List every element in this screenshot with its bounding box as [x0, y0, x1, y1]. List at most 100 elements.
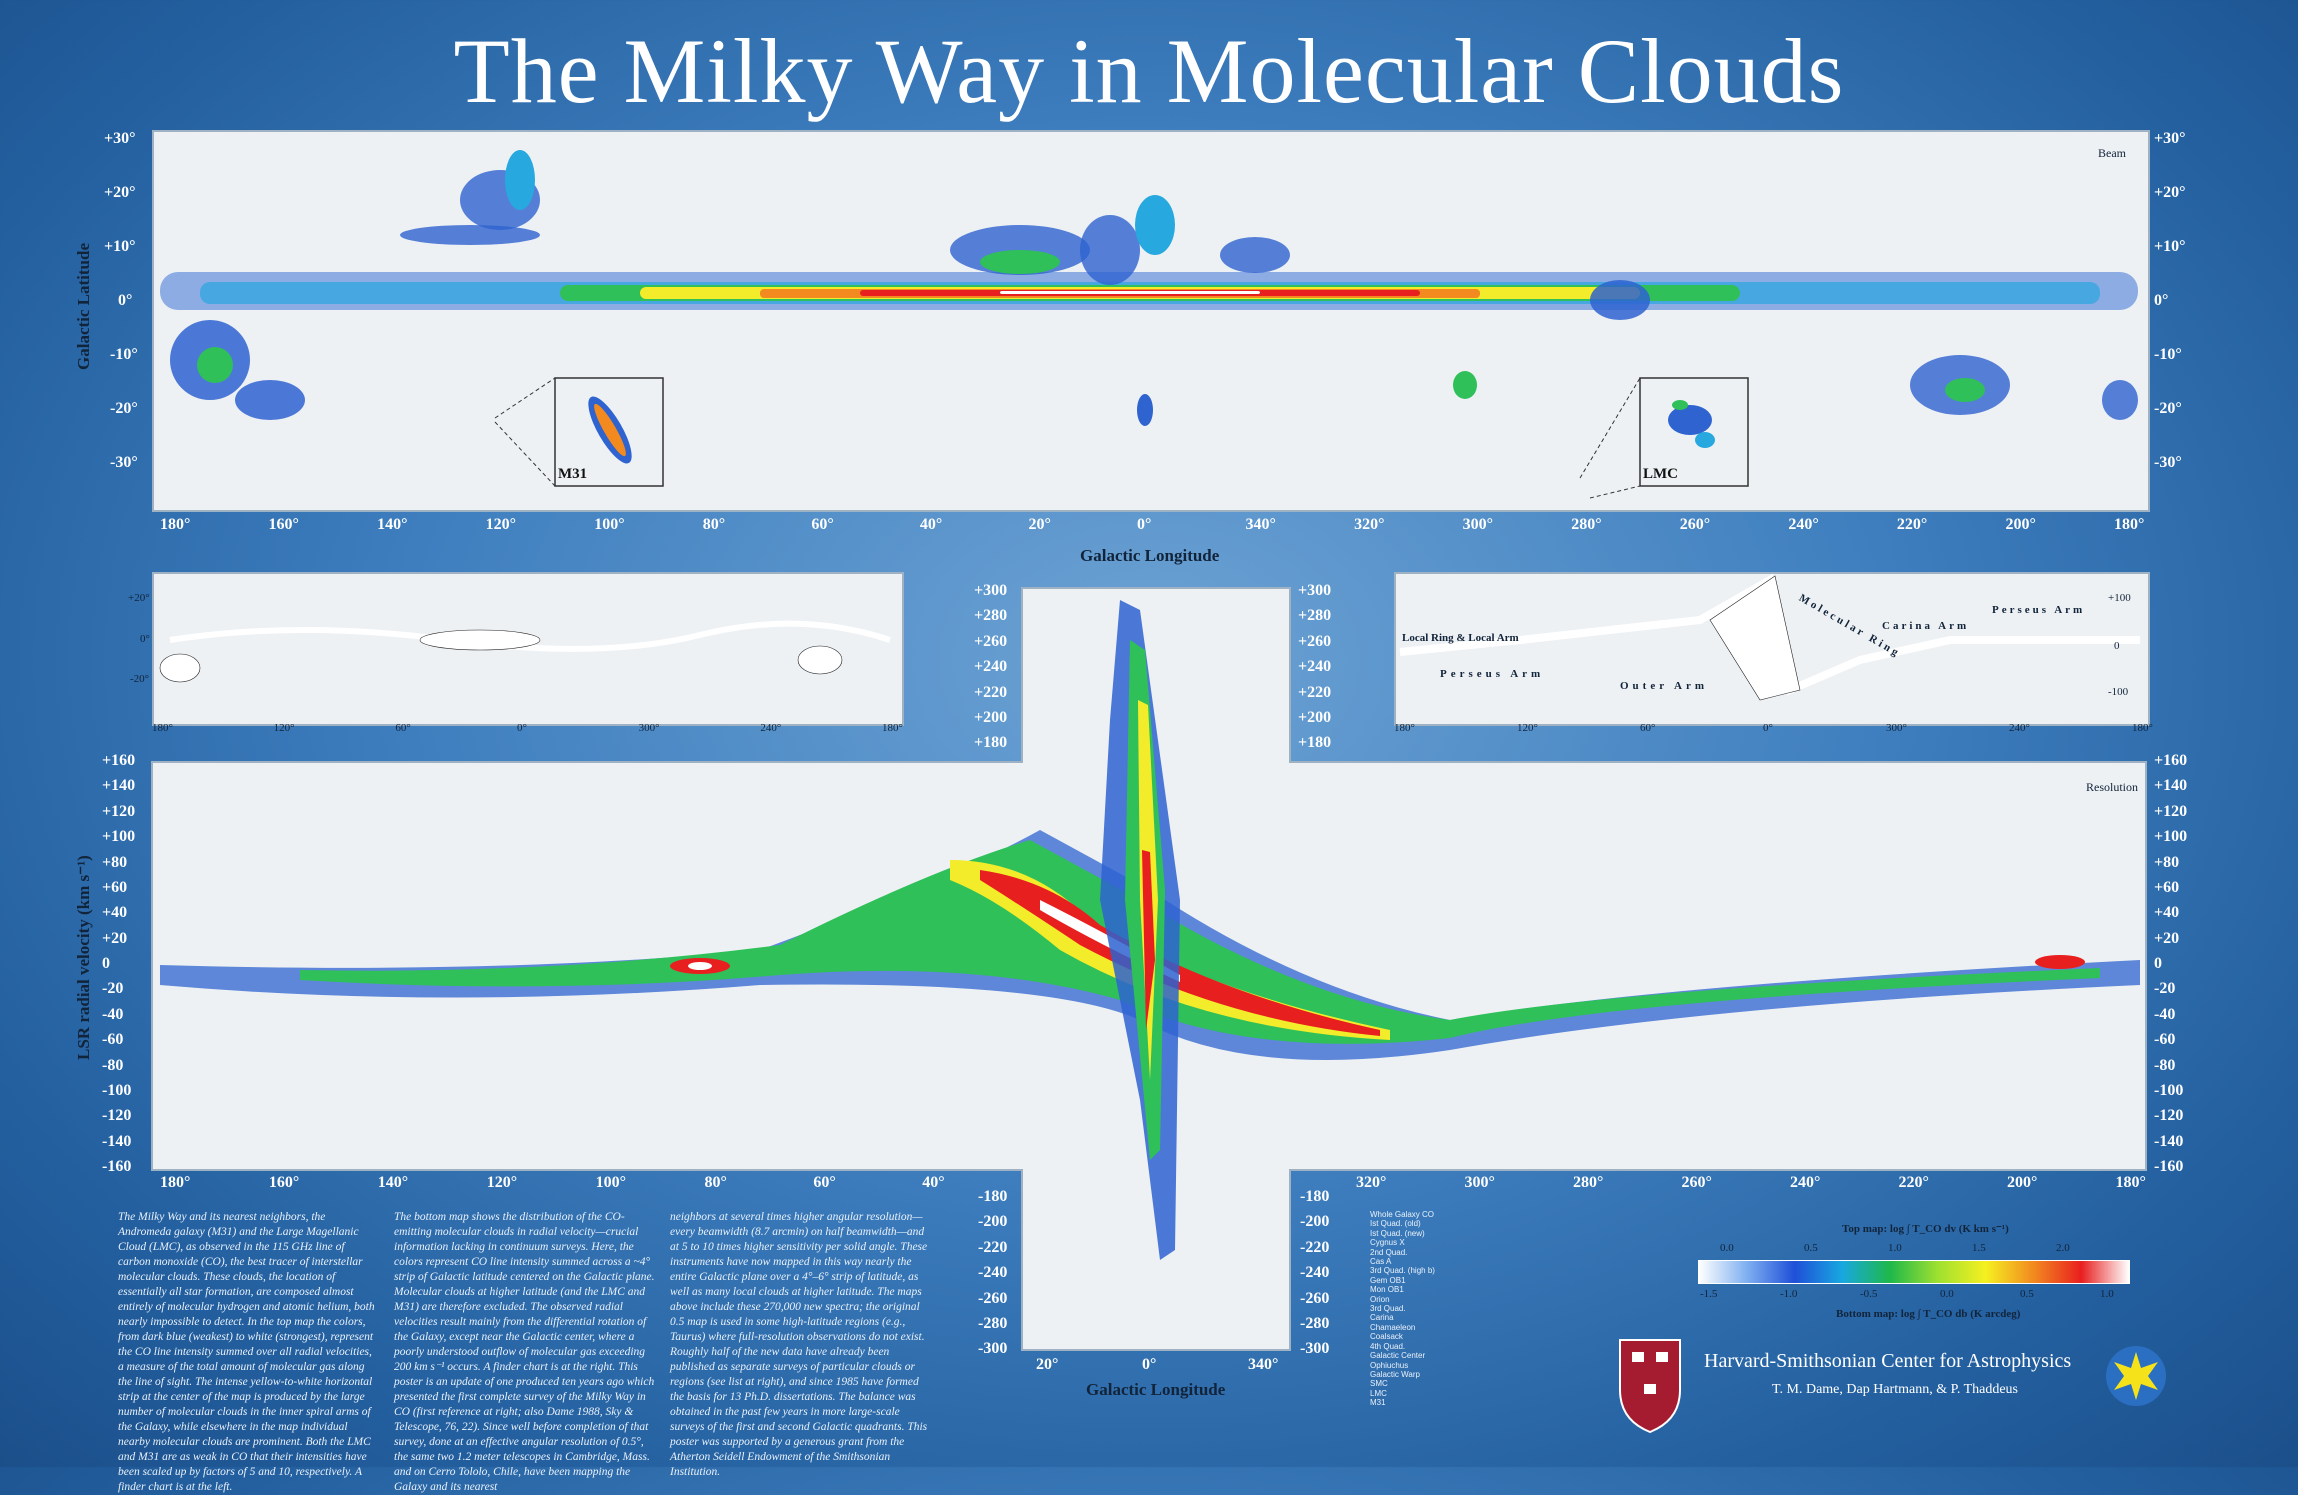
y-tick: +280: [1298, 607, 1332, 625]
y-tick: +300: [974, 582, 1008, 599]
finder-right-ytick: +100: [2108, 592, 2131, 604]
reference-item: Whole Galaxy CO: [1370, 1210, 1435, 1219]
y-tick: -60: [102, 1031, 124, 1049]
y-tick: +200: [1298, 709, 1332, 726]
arm-label: Local Ring & Local Arm: [1402, 632, 1519, 644]
arm-label: Perseus Arm: [1440, 668, 1545, 680]
y-tick: -40: [2154, 1005, 2176, 1023]
y-tick: +100: [102, 828, 136, 846]
colorbar-tick: 0.5: [1804, 1242, 1818, 1254]
y-tick: -280: [978, 1315, 1008, 1332]
y-tick: +260: [1298, 632, 1332, 650]
x-tick: 0°: [1763, 722, 1773, 734]
x-tick: 120°: [273, 722, 295, 734]
x-tick: 320°: [1354, 516, 1385, 533]
x-tick: 300°: [1464, 1174, 1495, 1191]
x-tick: 180°: [2115, 1174, 2146, 1191]
x-tick: 160°: [268, 516, 299, 533]
x-tick: 280°: [1571, 516, 1602, 533]
y-tick: +40: [2154, 904, 2180, 922]
y-tick: +240: [1298, 658, 1332, 676]
x-tick: 220°: [1898, 1174, 1929, 1191]
reference-item: Galactic Warp: [1370, 1369, 1420, 1379]
y-tick: +10°: [104, 238, 136, 255]
reference-item: Chamaeleon: [1370, 1322, 1416, 1332]
y-tick: -20: [2154, 980, 2176, 998]
co-emission-band: [160, 150, 2138, 426]
x-tick: 40°: [919, 516, 943, 533]
finder-right-ytick: -100: [2108, 686, 2129, 698]
y-tick: +20: [102, 929, 128, 947]
colorbar-tick: 1.5: [1972, 1242, 1986, 1254]
y-tick: -10°: [2154, 346, 2182, 363]
x-tick: 0°: [1142, 1356, 1157, 1373]
colorbar-tick: 1.0: [2100, 1288, 2114, 1300]
y-tick: +60: [102, 878, 128, 896]
reference-item: M31: [1370, 1398, 1386, 1408]
authors: T. M. Dame, Dap Hartmann, & P. Thaddeus: [1772, 1382, 2018, 1397]
y-tick: -120: [2154, 1107, 2184, 1125]
x-tick: 180°: [882, 722, 903, 734]
finder-right-ytick: 0: [2114, 640, 2120, 652]
colorbar-tick: -1.5: [1700, 1288, 1718, 1300]
arm-label: Carina Arm: [1882, 620, 1970, 632]
velocity-x-title: Galactic Longitude: [1086, 1380, 1226, 1399]
reference-item: Cas A: [1370, 1257, 1392, 1267]
y-tick: +10°: [2154, 238, 2186, 255]
m31-label: M31: [558, 466, 588, 482]
colorbar-tick: 0.5: [2020, 1288, 2034, 1300]
y-tick: +20: [2154, 929, 2180, 947]
x-tick: 120°: [1517, 722, 1538, 734]
y-tick: -240: [1300, 1264, 1330, 1282]
colorbar-tick: 0.0: [1940, 1288, 1954, 1300]
text-column-1: The Milky Way and its nearest neighbors,…: [118, 1211, 375, 1493]
finder-left-ytick: -20°: [130, 673, 150, 685]
y-tick: -220: [978, 1238, 1008, 1256]
x-tick: 260°: [1681, 1174, 1712, 1191]
y-tick: -40: [102, 1005, 124, 1023]
y-tick: +40: [102, 904, 128, 922]
y-tick: -180: [978, 1188, 1008, 1205]
y-tick: +140: [2154, 777, 2188, 795]
x-tick: 0°: [1137, 516, 1152, 533]
reference-item: 2nd Quad.: [1370, 1247, 1408, 1257]
x-tick: 100°: [594, 516, 625, 533]
y-tick: -30°: [110, 454, 138, 471]
y-tick: +100: [2154, 828, 2188, 846]
y-tick: +220: [1298, 683, 1332, 701]
harvard-shield-icon: [1619, 1339, 1681, 1434]
y-tick: -240: [978, 1264, 1008, 1282]
m31-inset-box: [554, 377, 664, 487]
y-tick: -100: [102, 1081, 132, 1099]
x-tick: 320°: [1356, 1174, 1387, 1191]
y-tick: +280: [974, 607, 1008, 625]
y-tick: +240: [974, 658, 1008, 676]
institution-name: Harvard-Smithsonian Center for Astrophys…: [1704, 1350, 2072, 1372]
reference-list: Whole Galaxy CO Ist Quad. (old) Ist Quad. …: [1370, 1210, 1435, 1408]
y-tick: +30°: [2154, 130, 2186, 147]
y-tick: +160: [102, 752, 136, 769]
colorbar-bottom-caption: Bottom map: log ∫ T_CO db (K arcdeg): [1836, 1308, 2021, 1320]
y-tick: +300: [1298, 582, 1332, 599]
x-tick: 280°: [1573, 1174, 1604, 1191]
x-tick: 180°: [2114, 516, 2145, 533]
y-tick: -30°: [2154, 454, 2182, 471]
y-tick: -280: [1300, 1315, 1330, 1332]
y-tick: 0°: [118, 292, 133, 309]
y-tick: +120: [2154, 802, 2188, 820]
y-tick: -260: [1300, 1289, 1330, 1307]
colorbar-tick: 1.0: [1888, 1242, 1902, 1254]
y-tick: -80: [2154, 1056, 2176, 1074]
y-tick: -220: [1300, 1238, 1330, 1256]
y-tick: -300: [978, 1340, 1008, 1358]
x-tick: 60°: [811, 516, 834, 533]
reference-item: SMC: [1370, 1379, 1388, 1389]
x-tick: 60°: [1640, 722, 1656, 734]
y-tick: +220: [974, 683, 1008, 701]
x-tick: 80°: [704, 1174, 727, 1191]
x-tick: 300°: [1462, 516, 1494, 533]
x-tick: 240°: [760, 722, 782, 734]
